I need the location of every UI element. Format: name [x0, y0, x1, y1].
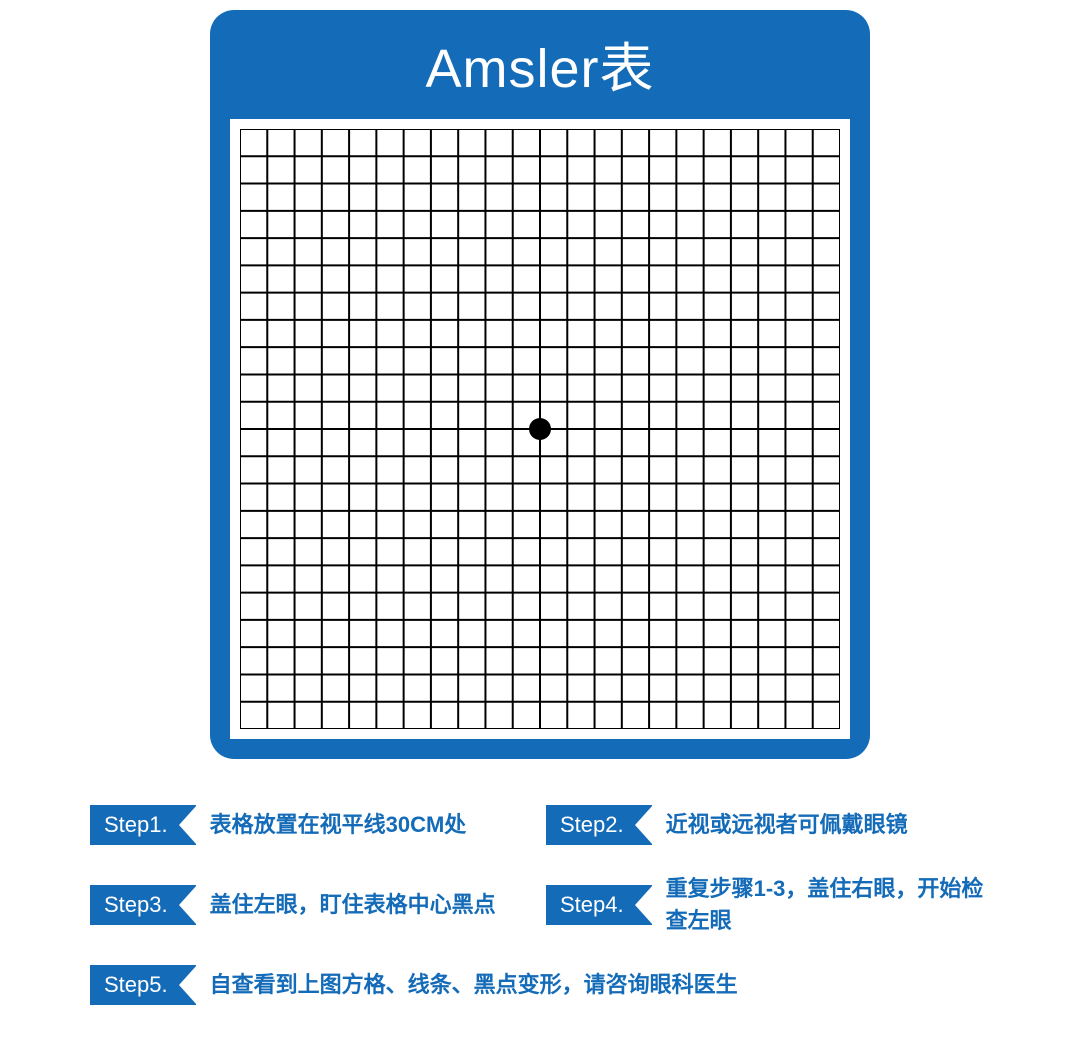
- step-text: 自查看到上图方格、线条、黑点变形，请咨询眼科医生: [210, 969, 738, 1001]
- step-row: Step2. 近视或远视者可佩戴眼镜: [546, 805, 990, 845]
- step-badge: Step4.: [546, 885, 652, 925]
- card-header: Amsler表: [210, 10, 870, 119]
- step-badge: Step1.: [90, 805, 196, 845]
- step-text: 盖住左眼，盯住表格中心黑点: [210, 889, 496, 921]
- step-badge: Step5.: [90, 965, 196, 1005]
- step-text: 表格放置在视平线30CM处: [210, 809, 467, 841]
- steps-container: Step1. 表格放置在视平线30CM处 Step2. 近视或远视者可佩戴眼镜 …: [90, 805, 990, 1005]
- step-text: 近视或远视者可佩戴眼镜: [666, 809, 908, 841]
- step-badge: Step2.: [546, 805, 652, 845]
- step-text: 重复步骤1-3，盖住右眼，开始检查左眼: [666, 873, 990, 937]
- step-row: Step5. 自查看到上图方格、线条、黑点变形，请咨询眼科医生: [90, 965, 990, 1005]
- step-row: Step4. 重复步骤1-3，盖住右眼，开始检查左眼: [546, 873, 990, 937]
- card-body: [210, 119, 870, 759]
- amsler-card: Amsler表: [210, 10, 870, 759]
- grid-frame: [230, 119, 850, 739]
- step-row: Step1. 表格放置在视平线30CM处: [90, 805, 534, 845]
- card-title: Amsler表: [210, 24, 870, 103]
- step-row: Step3. 盖住左眼，盯住表格中心黑点: [90, 873, 534, 937]
- step-badge: Step3.: [90, 885, 196, 925]
- amsler-grid: [240, 129, 840, 729]
